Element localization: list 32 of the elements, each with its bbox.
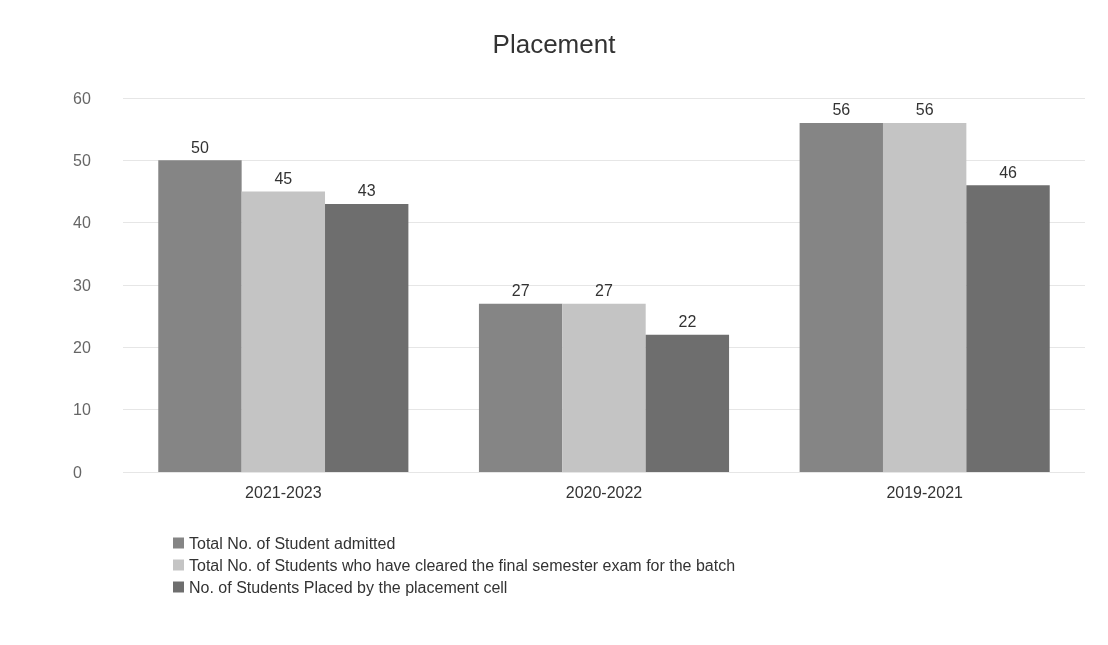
y-tick-label: 50 <box>73 151 91 169</box>
bar <box>241 191 326 472</box>
data-label: 27 <box>595 282 613 300</box>
bar <box>325 203 409 472</box>
data-label: 56 <box>915 101 934 119</box>
data-label: 45 <box>274 170 293 187</box>
y-tick-label: 40 <box>73 214 91 232</box>
data-label: 22 <box>678 313 697 331</box>
y-tick-label: 0 <box>73 463 82 481</box>
bar <box>966 185 1050 472</box>
legend-label: Total No. of Student admitted <box>189 534 396 552</box>
bar <box>882 122 967 472</box>
data-label: 27 <box>511 282 530 300</box>
legend-label: Total No. of Students who have cleared the final semester exam for the batch <box>189 556 736 574</box>
legend-label: No. of Students Placed by the placement cell <box>189 578 508 596</box>
bar <box>158 160 242 472</box>
chart-title: Placement <box>492 29 617 59</box>
data-label: 50 <box>191 138 209 156</box>
data-label: 43 <box>357 182 376 200</box>
data-label: 56 <box>832 101 851 119</box>
y-tick-label: 30 <box>73 276 91 294</box>
x-tick-label: 2019-2021 <box>886 483 964 501</box>
y-tick-label: 60 <box>73 89 91 107</box>
y-tick-label: 20 <box>73 338 91 356</box>
bar <box>562 303 646 472</box>
bar <box>799 122 883 472</box>
bar <box>645 334 730 472</box>
x-tick-label: 2021-2023 <box>245 483 322 501</box>
x-tick-label: 2020-2022 <box>565 483 643 501</box>
data-label: 46 <box>999 163 1018 181</box>
y-tick-label: 10 <box>73 401 91 419</box>
bar <box>478 303 563 472</box>
